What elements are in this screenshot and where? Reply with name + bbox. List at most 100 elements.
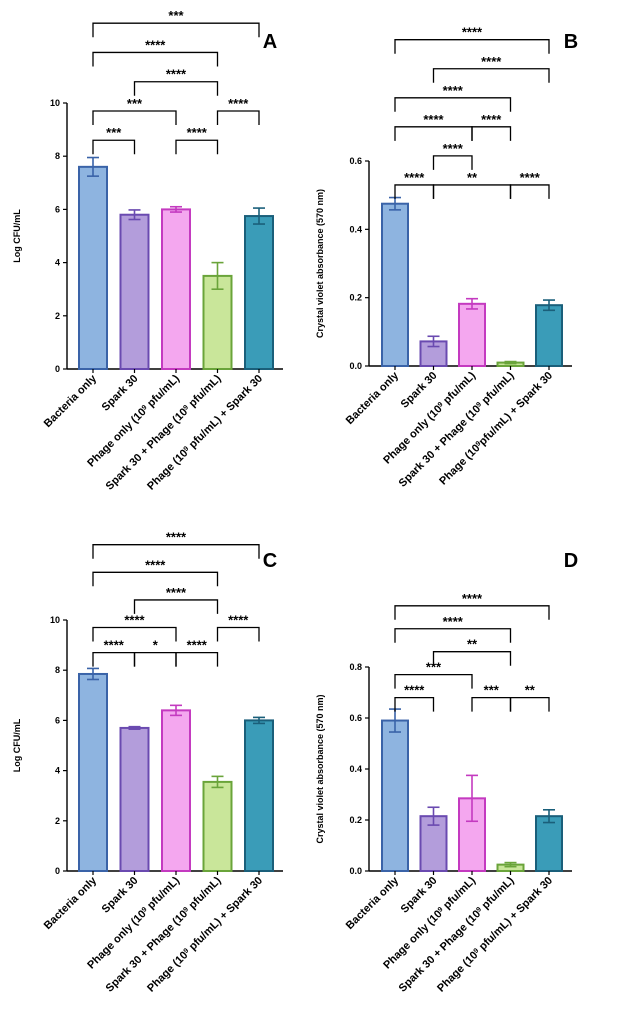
significance-label: **** xyxy=(404,170,425,185)
bar xyxy=(458,302,486,368)
x-tick-label: Phage only (109 pfu/mL) xyxy=(85,874,182,971)
bar xyxy=(161,208,191,370)
significance-label: **** xyxy=(443,614,464,629)
significance-bracket xyxy=(509,184,550,199)
significance-label: **** xyxy=(166,67,187,82)
y-tick-label: 6 xyxy=(55,715,60,725)
significance-bracket xyxy=(92,139,136,155)
significance-bracket xyxy=(394,696,435,712)
panel-label: C xyxy=(263,550,277,572)
significance-label: **** xyxy=(462,25,483,40)
significance-label: **** xyxy=(187,638,208,653)
y-tick-label: 10 xyxy=(50,98,60,108)
significance-label: **** xyxy=(520,170,541,185)
significance-label: ** xyxy=(525,683,536,698)
significance-label: **** xyxy=(104,638,125,653)
y-tick-label: 4 xyxy=(55,766,60,776)
significance-label: *** xyxy=(168,8,184,23)
significance-bracket xyxy=(394,126,473,141)
significance-bracket xyxy=(216,626,260,642)
y-tick-label: 8 xyxy=(55,665,60,675)
bar xyxy=(496,863,525,872)
bar xyxy=(535,304,563,367)
significance-bracket xyxy=(133,599,219,614)
significance-bracket xyxy=(394,605,550,620)
bar xyxy=(535,815,563,872)
x-tick-label: Bacteria only xyxy=(344,369,402,427)
significance-bracket xyxy=(92,544,260,559)
y-tick-label: 0.4 xyxy=(349,764,362,774)
y-tick-label: 2 xyxy=(55,816,60,826)
significance-bracket xyxy=(92,22,260,38)
significance-label: **** xyxy=(166,530,187,545)
significance-bracket xyxy=(394,39,550,54)
bar xyxy=(496,361,525,368)
significance-label: * xyxy=(153,638,159,653)
panel-label: B xyxy=(564,31,578,53)
significance-label: **** xyxy=(228,613,249,628)
significance-bracket xyxy=(175,139,219,155)
significance-label: **** xyxy=(166,585,187,600)
panel-label: A xyxy=(263,31,277,53)
significance-bracket xyxy=(394,674,473,689)
x-tick-label: Phage only (109 pfu/mL) xyxy=(381,369,478,466)
significance-label: **** xyxy=(443,83,464,98)
y-axis-label: Log CFU/mL xyxy=(12,209,22,263)
y-tick-label: 2 xyxy=(55,311,60,321)
x-tick-label: Phage only (109 pfu/mL) xyxy=(85,372,182,469)
bar xyxy=(244,215,274,370)
bar xyxy=(419,815,448,872)
significance-label: ** xyxy=(467,637,478,652)
x-tick-label: Spark 30 + Phage (109 pfu/mL) xyxy=(397,369,517,489)
panel-label: D xyxy=(564,550,578,572)
significance-bracket xyxy=(92,651,136,667)
bar xyxy=(381,202,409,367)
bar xyxy=(202,274,233,370)
y-tick-label: 0 xyxy=(55,866,60,876)
significance-label: *** xyxy=(127,96,143,111)
x-tick-label: Phage (109 pfu/mL) + Spark 30 xyxy=(145,875,265,995)
significance-label: *** xyxy=(106,125,122,140)
y-tick-label: 0.2 xyxy=(349,293,362,303)
significance-label: **** xyxy=(481,54,502,69)
significance-label: **** xyxy=(404,683,425,698)
significance-bracket xyxy=(216,110,260,125)
significance-label: **** xyxy=(228,96,249,111)
y-axis-label: Log CFU/mL xyxy=(12,718,22,772)
bar xyxy=(419,340,448,367)
significance-bracket xyxy=(394,184,435,199)
bar xyxy=(78,165,108,370)
x-tick-label: Spark 30 xyxy=(100,373,141,414)
bar xyxy=(78,672,108,873)
y-tick-label: 0 xyxy=(55,364,60,374)
significance-label: **** xyxy=(124,613,145,628)
y-tick-label: 0.4 xyxy=(349,224,362,234)
significance-label: **** xyxy=(481,112,502,127)
significance-label: **** xyxy=(462,591,483,606)
y-tick-label: 10 xyxy=(50,615,60,625)
significance-bracket xyxy=(92,626,177,642)
bar xyxy=(202,780,233,873)
x-tick-label: Phage (109 pfu/mL) + Spark 30 xyxy=(435,875,555,995)
x-tick-label: Spark 30 xyxy=(399,370,440,411)
significance-label: *** xyxy=(426,660,442,675)
x-tick-label: Bacteria only xyxy=(42,874,100,932)
significance-bracket xyxy=(471,126,512,141)
significance-label: ** xyxy=(467,170,478,185)
significance-bracket xyxy=(471,696,512,712)
significance-bracket xyxy=(432,155,473,170)
significance-bracket xyxy=(133,81,219,96)
significance-label: *** xyxy=(484,683,500,698)
y-tick-label: 4 xyxy=(55,258,60,268)
x-tick-label: Phage (109 pfu/mL) + Spark 30 xyxy=(145,373,265,493)
bar xyxy=(381,719,409,872)
bar xyxy=(458,797,486,873)
significance-bracket xyxy=(92,571,219,587)
y-tick-label: 0.0 xyxy=(349,361,362,371)
y-tick-label: 0.2 xyxy=(349,815,362,825)
significance-label: **** xyxy=(423,112,444,127)
